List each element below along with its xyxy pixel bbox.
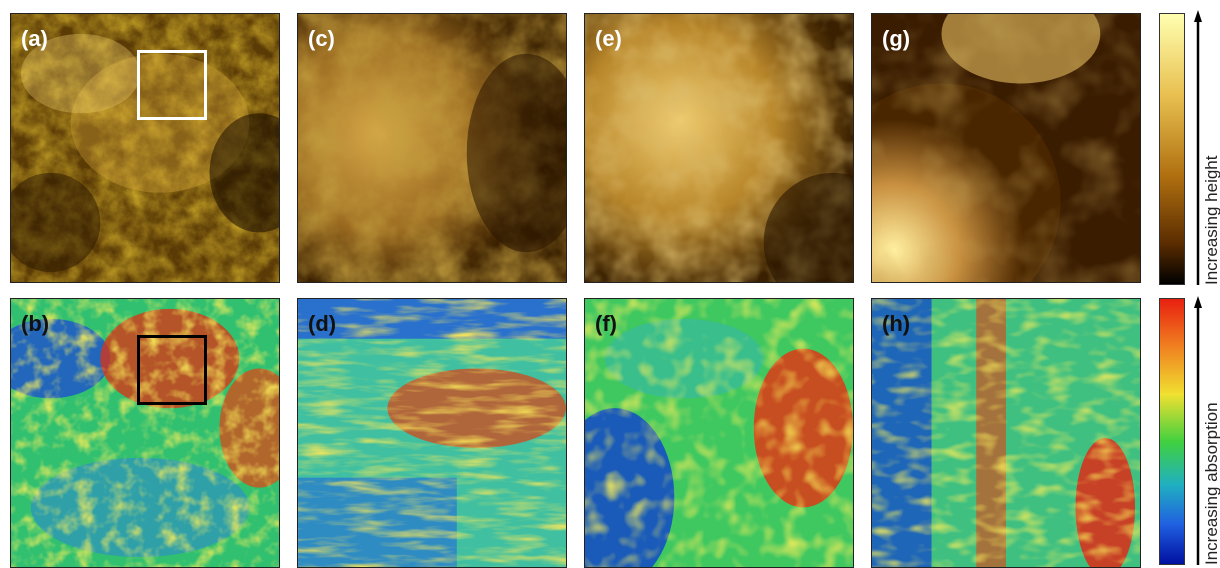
height-arrow-icon — [1194, 10, 1202, 285]
panel-label-d: (d) — [308, 311, 337, 336]
height-map-image-g — [872, 14, 1140, 282]
absorption-arrow-icon — [1194, 296, 1202, 565]
absorption-map-image-f — [585, 299, 853, 567]
panel-f-absorption-map: (f) — [584, 298, 854, 568]
panel-label-a: (a) — [21, 26, 48, 51]
absorption-map-image-h — [872, 299, 1140, 567]
absorption-colorbar — [1159, 298, 1185, 565]
highlight-box-black — [137, 335, 207, 405]
panel-d-absorption-map: (d) — [297, 298, 567, 568]
height-map-image-e — [585, 14, 853, 282]
panel-label-f: (f) — [595, 311, 617, 336]
height-map-image-c — [298, 14, 566, 282]
panel-e-height-map: (e) — [584, 13, 854, 283]
absorption-axis-label-text: Increasing absorption — [1202, 402, 1220, 565]
absorption-map-image-d — [298, 299, 566, 567]
panel-c-height-map: (c) — [297, 13, 567, 283]
panel-label-c: (c) — [308, 26, 335, 51]
panel-a-height-map: (a) — [10, 13, 280, 283]
absorption-axis-label: Increasing absorption — [1202, 298, 1220, 565]
height-colorbar — [1159, 13, 1185, 285]
panel-label-e: (e) — [595, 26, 622, 51]
panel-label-g: (g) — [882, 26, 911, 51]
absorption-map-image-b — [11, 299, 279, 567]
panel-g-height-map: (g) — [871, 13, 1141, 283]
panel-label-h: (h) — [882, 311, 911, 336]
height-map-image-a — [11, 14, 279, 282]
height-axis-label: Increasing height — [1202, 13, 1220, 285]
height-axis-label-text: Increasing height — [1202, 155, 1220, 285]
panel-b-absorption-map: (b) — [10, 298, 280, 568]
panel-h-absorption-map: (h) — [871, 298, 1141, 568]
panel-label-b: (b) — [21, 311, 50, 336]
highlight-box-white — [137, 50, 207, 120]
